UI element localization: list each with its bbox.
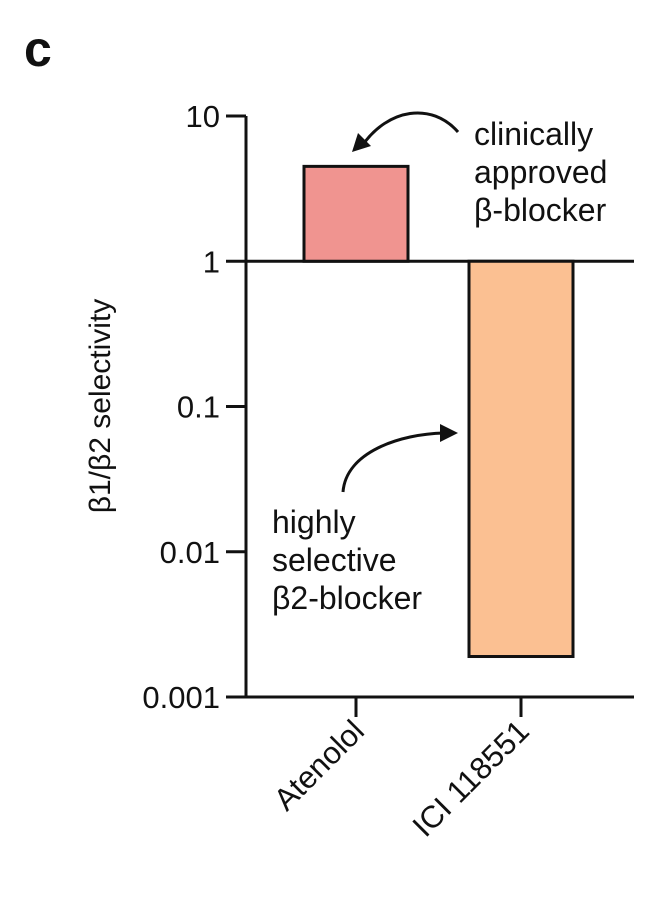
x-tick-label: Atenolol [267, 713, 371, 817]
arrowhead-approved [352, 133, 371, 152]
annotation-selective: highly selective β2-blocker [272, 504, 422, 616]
annotations: clinically approved β-blocker highly selecti… [272, 111, 607, 616]
panel-label: c [24, 21, 52, 77]
bars [302, 164, 575, 659]
arrow-approved [360, 111, 460, 147]
arrowhead-selective [440, 424, 458, 442]
arrow-selective [341, 431, 445, 493]
y-tick-label: 0.1 [177, 390, 220, 425]
y-tick-label: 0.001 [142, 680, 220, 715]
y-axis-label: β1/β2 selectivity [84, 299, 117, 514]
x-tick-label: ICI 118551 [406, 713, 536, 843]
y-tick-label: 1 [203, 244, 220, 279]
bar-1 [302, 164, 410, 263]
bar-2 [467, 259, 575, 659]
annotation-approved: clinically approved β-blocker [474, 116, 607, 228]
y-tick-label: 10 [186, 99, 220, 134]
y-tick-label: 0.01 [160, 535, 220, 570]
